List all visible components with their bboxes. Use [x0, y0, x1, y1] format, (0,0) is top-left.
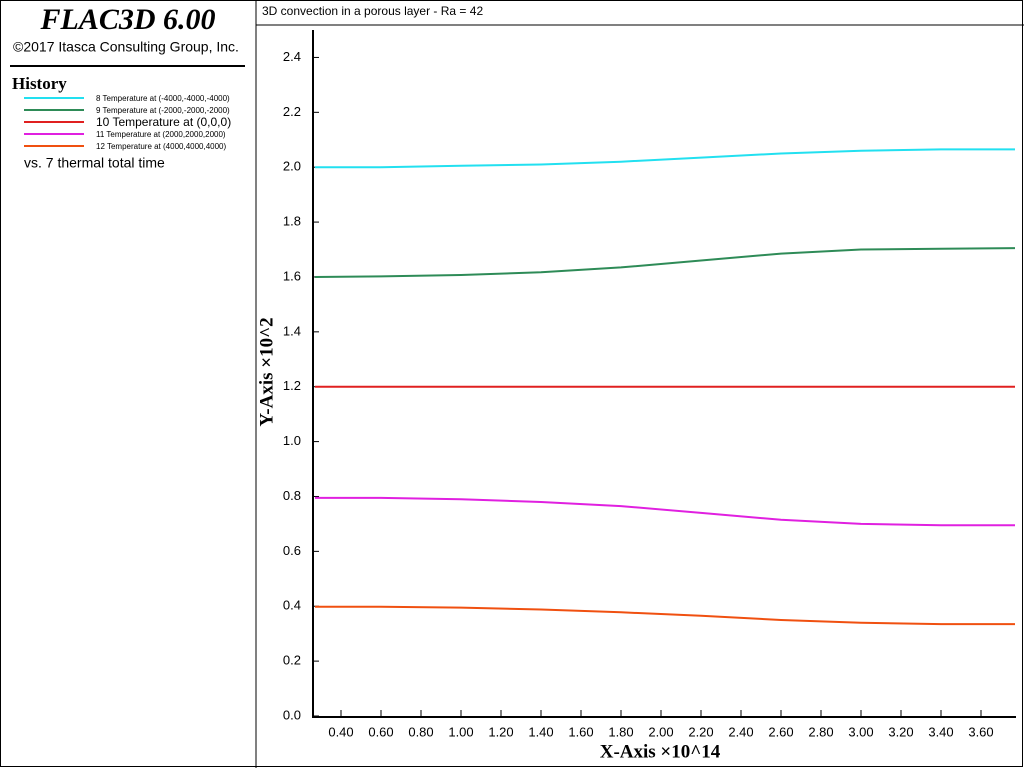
legend-entry: 10 Temperature at (0,0,0) — [96, 115, 231, 129]
y-tick-label: 2.4 — [283, 49, 301, 64]
x-tick-label: 1.40 — [528, 724, 553, 739]
x-tick-label: 1.20 — [488, 724, 513, 739]
legend-note: vs. 7 thermal total time — [24, 155, 165, 171]
x-tick-label: 0.80 — [408, 724, 433, 739]
legend-title: History — [12, 74, 67, 93]
legend-entry: 9 Temperature at (-2000,-2000,-2000) — [96, 106, 230, 115]
x-tick-label: 2.00 — [648, 724, 673, 739]
x-tick-label: 2.40 — [728, 724, 753, 739]
y-tick-label: 2.0 — [283, 159, 301, 174]
y-tick-label: 0.6 — [283, 543, 301, 558]
x-tick-label: 0.60 — [368, 724, 393, 739]
x-tick-label: 3.60 — [968, 724, 993, 739]
legend-entry: 8 Temperature at (-4000,-4000,-4000) — [96, 94, 230, 103]
x-tick-label: 3.00 — [848, 724, 873, 739]
series-line — [315, 148, 1015, 169]
legend-entry: 12 Temperature at (4000,4000,4000) — [96, 142, 227, 151]
x-tick-label: 3.20 — [888, 724, 913, 739]
copyright: ©2017 Itasca Consulting Group, Inc. — [13, 39, 239, 55]
x-tick-label: 1.60 — [568, 724, 593, 739]
series-line — [314, 247, 1016, 278]
y-tick-label: 0.4 — [283, 598, 301, 613]
chart-title: 3D convection in a porous layer - Ra = 4… — [262, 4, 483, 18]
legend-entry: 11 Temperature at (2000,2000,2000) — [96, 130, 226, 139]
x-tick-label: 1.00 — [448, 724, 473, 739]
y-tick-label: 1.8 — [283, 214, 301, 229]
y-tick-label: 0.2 — [283, 653, 301, 668]
series-line — [315, 605, 1015, 626]
series-line — [315, 496, 1015, 527]
y-tick-label: 0.8 — [283, 488, 301, 503]
y-tick-label: 2.2 — [283, 104, 301, 119]
y-tick-label: 0.0 — [283, 707, 301, 722]
y-tick-label: 1.2 — [283, 378, 301, 393]
y-axis-label: Y-Axis ×10^2 — [256, 317, 277, 426]
x-tick-label: 2.20 — [688, 724, 713, 739]
x-tick-label: 3.40 — [928, 724, 953, 739]
y-tick-label: 1.0 — [283, 433, 301, 448]
x-axis-label: X-Axis ×10^14 — [600, 741, 721, 762]
x-tick-label: 0.40 — [328, 724, 353, 739]
x-tick-label: 2.80 — [808, 724, 833, 739]
x-tick-label: 1.80 — [608, 724, 633, 739]
y-tick-label: 1.4 — [283, 323, 301, 338]
x-tick-label: 2.60 — [768, 724, 793, 739]
app-title: FLAC3D 6.00 — [39, 3, 215, 36]
y-tick-label: 1.6 — [283, 268, 301, 283]
